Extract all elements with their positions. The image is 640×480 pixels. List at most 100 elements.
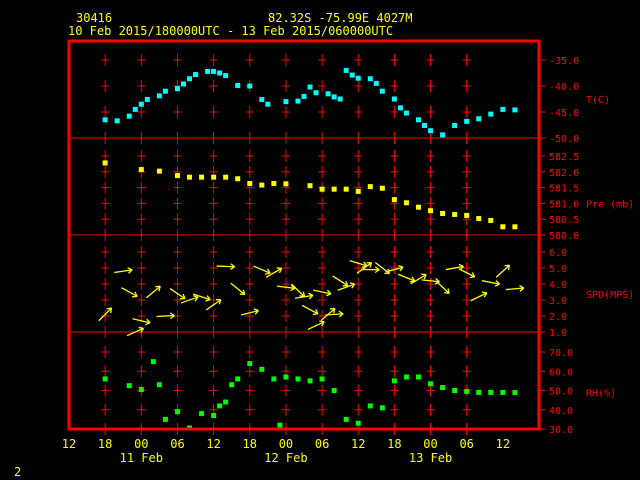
humidity-point [488, 389, 494, 395]
temperature-point [259, 97, 265, 103]
wind-arrow-mark [325, 310, 344, 318]
temperature-point [331, 94, 337, 100]
y-tick-label: -50.0 [549, 134, 579, 145]
x-tick-label: 06 [315, 437, 329, 451]
wind-arrow-mark [337, 282, 356, 291]
time-period: 10 Feb 2015/180000UTC - 13 Feb 2015/0600… [68, 24, 393, 38]
humidity-point [367, 403, 373, 409]
wind-arrow-mark [98, 307, 113, 322]
y-tick-label: 582.5 [549, 152, 579, 163]
humidity-point [391, 378, 397, 384]
humidity-point [343, 416, 349, 422]
humidity-point [476, 389, 482, 395]
x-day-label: 13 Feb [409, 451, 452, 465]
temperature-point [349, 72, 355, 78]
pressure-point [199, 174, 205, 180]
x-tick-label: 18 [243, 437, 257, 451]
humidity-point [452, 388, 458, 393]
wind-arrow-mark [169, 288, 186, 300]
x-day-label: 12 Feb [264, 451, 307, 465]
pressure-point [440, 211, 446, 217]
temperature-point [307, 84, 313, 90]
temperature-point [476, 116, 482, 122]
temperature-point [265, 101, 271, 107]
wind-arrow-mark [240, 308, 259, 316]
humidity-point [295, 376, 301, 382]
wind-arrow-mark [114, 267, 133, 274]
humidity-point [235, 376, 241, 382]
station-id: 30416 [76, 11, 112, 25]
temperature-point [488, 111, 494, 117]
temperature-point [313, 90, 319, 96]
humidity-point [247, 361, 253, 367]
humidity-point [126, 383, 132, 389]
y-tick-label: 2.0 [549, 312, 567, 323]
y-tick-label: 30.0 [549, 425, 573, 436]
y-tick-label: 3.0 [549, 296, 567, 307]
wind-arrow-mark [253, 265, 271, 275]
data-marks [98, 67, 525, 431]
temperature-point [235, 82, 241, 88]
y-axis-labels: -35.0 -40.0 -45.0 -50.0 T(C) 582.5 582.0 581.5 5… [539, 56, 634, 436]
panel-label: T(C) [586, 95, 610, 106]
temperature-point [343, 67, 349, 73]
temperature-point [422, 123, 428, 129]
humidity-point [403, 374, 409, 380]
y-tick-label: 581.5 [549, 184, 579, 195]
temperature-point [187, 76, 193, 82]
wind-arrow-mark [470, 291, 488, 302]
temperature-point [144, 97, 150, 103]
wind-arrow-mark [126, 326, 145, 337]
humidity-point [307, 378, 313, 384]
x-tick-label: 12 [206, 437, 220, 451]
temperature-point [217, 70, 223, 76]
pressure-point [259, 182, 265, 188]
humidity-point [174, 409, 180, 415]
humidity-point [464, 388, 470, 394]
humidity-point [512, 389, 518, 395]
wind-arrow-mark [216, 263, 236, 270]
y-tick-label: 581.0 [549, 199, 579, 210]
humidity-point [440, 385, 446, 391]
pressure-point [464, 212, 470, 218]
x-tick-label: 18 [387, 437, 401, 451]
temperature-point [397, 105, 403, 111]
x-tick-label: 00 [134, 437, 148, 451]
humidity-point [259, 366, 265, 372]
humidity-point [355, 420, 361, 426]
y-tick-label: 40.0 [549, 406, 573, 417]
pressure-point [391, 197, 397, 203]
temperature-point [428, 128, 434, 134]
pressure-point [476, 216, 482, 222]
temperature-point [295, 98, 301, 104]
humidity-point [229, 382, 235, 388]
temperature-point [211, 68, 217, 74]
plot-frame [67, 39, 541, 431]
temperature-point [223, 73, 229, 79]
wind-arrow-mark [192, 293, 211, 302]
temperature-point [205, 68, 211, 74]
wind-arrow-mark [385, 264, 404, 273]
x-tick-label: 00 [279, 437, 293, 451]
temperature-point [337, 96, 343, 102]
temperature-point [391, 96, 397, 102]
pressure-point [283, 181, 289, 187]
humidity-point [199, 411, 205, 417]
wind-arrow-mark [276, 284, 296, 292]
wind-arrow-mark [356, 262, 373, 274]
pressure-point [211, 174, 217, 180]
humidity-point [319, 376, 325, 382]
wind-arrow-mark [435, 280, 450, 294]
pressure-point [138, 167, 144, 173]
wind-arrow-mark [132, 318, 151, 326]
panel-label: Pre (mb) [586, 200, 634, 211]
temperature-point [367, 76, 373, 82]
wind-arrow-mark [156, 312, 175, 320]
wind-arrow-mark [458, 268, 476, 279]
temperature-point [379, 88, 385, 94]
wind-arrow-mark [146, 285, 161, 299]
y-tick-label: -40.0 [549, 82, 579, 93]
wind-arrow-mark [291, 283, 306, 298]
panel-label: RH(%) [586, 389, 616, 400]
